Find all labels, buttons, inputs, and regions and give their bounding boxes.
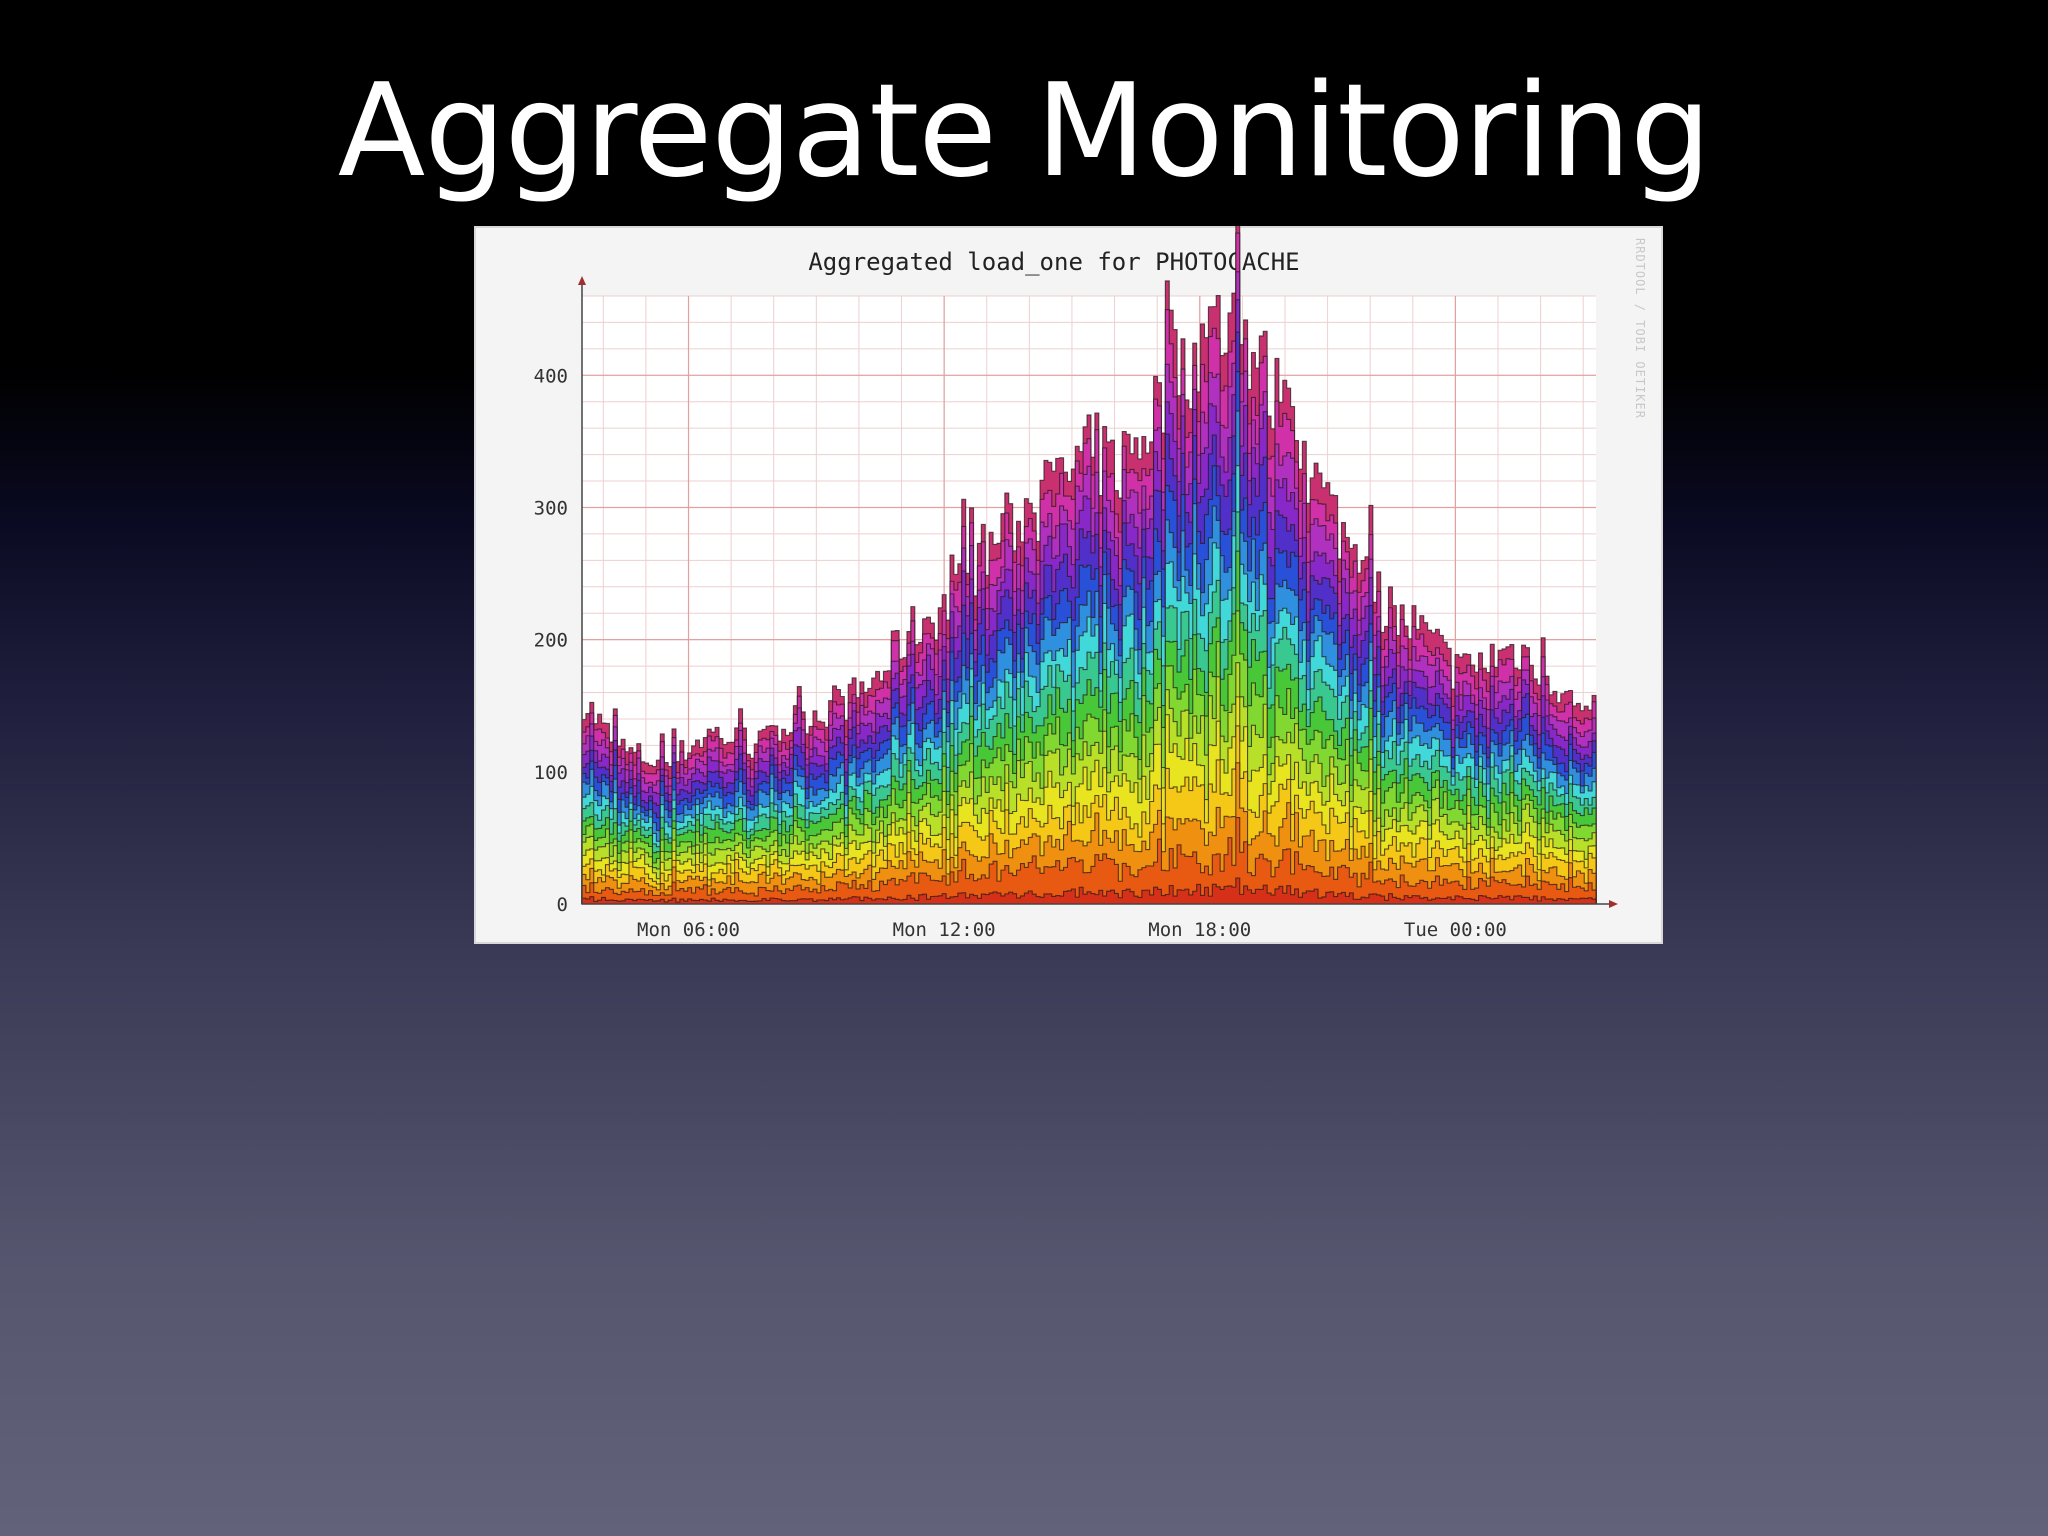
x-tick-label: Mon 18:00 bbox=[1148, 919, 1251, 941]
x-tick-label: Mon 12:00 bbox=[893, 919, 996, 941]
x-tick-label: Tue 00:00 bbox=[1404, 919, 1507, 941]
y-tick-label: 0 bbox=[557, 894, 568, 916]
y-tick-label: 300 bbox=[534, 497, 568, 519]
slide-title: Aggregate Monitoring bbox=[337, 57, 1711, 206]
axes: 0 100 200 300 400 Mon 06:00 Mon 12:00 Mon 18:00… bbox=[534, 276, 1618, 941]
x-axis-arrow bbox=[1609, 900, 1618, 908]
chart-title: Aggregated load_one for PHOTOCACHE bbox=[808, 248, 1299, 276]
y-tick-label: 200 bbox=[534, 630, 568, 652]
rrdtool-watermark: RRDTOOL / TOBI OETIKER bbox=[1633, 238, 1647, 419]
series-area bbox=[581, 817, 1597, 905]
x-tick-label: Mon 06:00 bbox=[637, 919, 740, 941]
y-axis-arrow bbox=[578, 276, 586, 285]
y-tick-label: 100 bbox=[534, 762, 568, 784]
y-tick-label: 400 bbox=[534, 365, 568, 387]
load-chart: Aggregated load_one for PHOTOCACHE 0 100 2… bbox=[534, 226, 1618, 941]
chart-image: Aggregated load_one for PHOTOCACHE 0 100 2… bbox=[474, 226, 1663, 944]
series-area bbox=[581, 877, 1597, 905]
stacked-areas bbox=[581, 226, 1597, 905]
